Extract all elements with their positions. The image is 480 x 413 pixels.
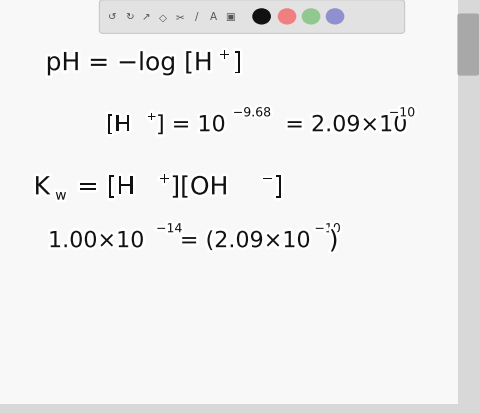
- Circle shape: [302, 10, 320, 25]
- Text: ↻: ↻: [125, 12, 134, 22]
- Text: ]: ]: [233, 52, 242, 76]
- Text: ][OH: ][OH: [170, 176, 228, 200]
- Text: ] = 10: ] = 10: [156, 116, 226, 136]
- Text: /: /: [195, 12, 199, 22]
- Circle shape: [326, 10, 344, 25]
- Text: ↺: ↺: [108, 12, 117, 22]
- Text: −: −: [262, 173, 273, 187]
- Text: ◇: ◇: [159, 12, 167, 22]
- Text: [H: [H: [106, 116, 131, 136]
- FancyBboxPatch shape: [457, 14, 479, 76]
- Text: ✂: ✂: [176, 12, 184, 22]
- Text: +: +: [146, 111, 157, 124]
- Text: −9.68: −9.68: [233, 107, 271, 120]
- Text: = [H: = [H: [70, 176, 135, 200]
- Text: = 2.09×10: = 2.09×10: [271, 116, 408, 136]
- Text: pH = −log [H: pH = −log [H: [46, 52, 213, 76]
- Text: = (2.09×10: = (2.09×10: [173, 232, 311, 252]
- Circle shape: [253, 10, 270, 25]
- Bar: [458, 0, 480, 413]
- FancyBboxPatch shape: [99, 1, 405, 34]
- Text: −14: −14: [156, 223, 182, 236]
- Text: −10: −10: [389, 107, 415, 120]
- Text: A: A: [210, 12, 217, 22]
- Text: ▣: ▣: [226, 12, 235, 22]
- Text: 1.00×10: 1.00×10: [48, 232, 144, 252]
- Text: −10: −10: [314, 223, 341, 236]
- Text: ): ): [329, 230, 338, 254]
- Text: ]: ]: [274, 176, 283, 200]
- Circle shape: [278, 10, 296, 25]
- Text: ↗: ↗: [142, 12, 151, 22]
- Text: K: K: [34, 176, 50, 200]
- Text: +: +: [218, 49, 230, 63]
- Text: +: +: [158, 173, 170, 187]
- Bar: [0, 404, 480, 413]
- Text: w: w: [55, 189, 67, 203]
